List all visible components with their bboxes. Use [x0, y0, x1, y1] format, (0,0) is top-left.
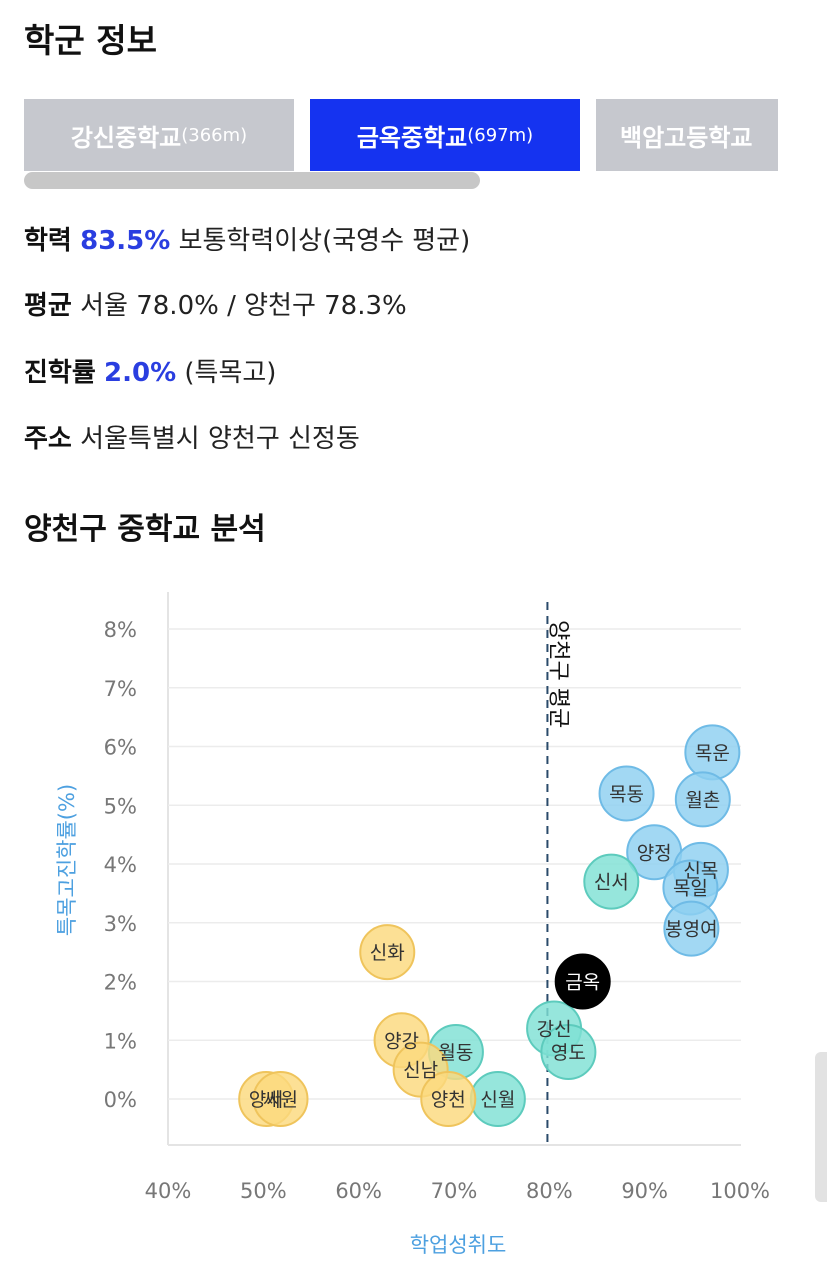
advancement-label: 진학률 — [24, 358, 96, 388]
school-point — [674, 771, 731, 828]
average-label: 평균 — [24, 291, 72, 321]
y-tick-label: 0% — [104, 1088, 137, 1112]
achievement-row: 학력 83.5% 보통학력이상(국영수 평균) — [24, 220, 470, 257]
tab-distance: (366m) — [181, 124, 248, 146]
school-point — [420, 1071, 477, 1127]
tab-distance: (697m) — [467, 124, 534, 146]
tab-school-name: 강신중학교 — [70, 123, 182, 152]
address-text: 서울특별시 양천구 신정동 — [80, 424, 360, 454]
y-tick-label: 2% — [104, 971, 137, 995]
page-scrollbar[interactable] — [815, 1052, 827, 1202]
tab-baegam-high[interactable]: 백암고등학교 — [596, 99, 778, 171]
advancement-value: 2.0% — [104, 358, 177, 388]
analysis-title: 양천구 중학교 분석 — [24, 512, 266, 547]
school-point-label: 신서 — [594, 872, 629, 894]
school-point-label: 양천 — [431, 1089, 466, 1111]
school-point-label: 목운 — [695, 742, 730, 764]
x-tick-label: 40% — [145, 1179, 192, 1203]
school-point — [583, 853, 640, 910]
average-row: 평균 서울 78.0% / 양천구 78.3% — [24, 285, 407, 322]
y-tick-label: 7% — [104, 677, 137, 701]
school-point-label: 양정 — [637, 842, 672, 864]
school-point-label: 월촌 — [685, 789, 720, 811]
school-point — [359, 924, 416, 981]
tab-school-name: 백암고등학교 — [620, 123, 753, 152]
school-point-label: 신목 — [683, 860, 718, 882]
school-point-label: 신남 — [403, 1060, 438, 1082]
x-tick-label: 100% — [710, 1179, 770, 1203]
address-row: 주소 서울특별시 양천구 신정동 — [24, 418, 360, 455]
tab-gangsin-middle[interactable]: 강신중학교 (366m) — [24, 99, 294, 171]
scatter-chart: 0% 1% 2% 3% 4% 5% 6% 7% 8% 40% 50% 60% 70% 80% 90% 100%… — [55, 592, 770, 1257]
advancement-row: 진학률 2.0% (특목고) — [24, 352, 276, 389]
y-tick-label: 4% — [104, 853, 137, 877]
school-point — [540, 1024, 597, 1080]
school-point-label: 금옥 — [565, 972, 600, 994]
achievement-value: 83.5% — [80, 226, 171, 256]
tab-geumok-middle[interactable]: 금옥중학교 (697m) — [310, 99, 580, 171]
y-tick-label: 8% — [104, 618, 137, 642]
school-point-label: 목동 — [609, 784, 644, 806]
x-tick-label: 90% — [621, 1179, 668, 1203]
school-point-label: 신월 — [480, 1089, 515, 1111]
tabs-scrollbar[interactable] — [24, 172, 480, 189]
school-point-label: 양서 — [249, 1089, 284, 1111]
y-tick-label: 3% — [104, 912, 137, 936]
average-text: 서울 78.0% / 양천구 78.3% — [80, 291, 407, 321]
y-tick-label: 5% — [104, 794, 137, 818]
school-tabs: 강신중학교 (366m) 금옥중학교 (697m) 백암고등학교 — [24, 99, 778, 171]
school-point-label: 세원 — [263, 1089, 298, 1111]
district-average-label: 양천구 평균 — [545, 620, 570, 728]
school-point-label: 강신 — [537, 1019, 572, 1041]
school-point-label: 월동 — [438, 1042, 473, 1064]
tab-school-name: 금옥중학교 — [356, 123, 468, 152]
y-tick-label: 6% — [104, 736, 137, 760]
x-tick-label: 50% — [240, 1179, 287, 1203]
advancement-desc: (특목고) — [184, 358, 277, 388]
address-label: 주소 — [24, 424, 72, 454]
school-point-label: 목일 — [673, 878, 708, 900]
school-point — [252, 1071, 309, 1127]
achievement-label: 학력 — [24, 226, 72, 256]
x-tick-label: 70% — [431, 1179, 478, 1203]
y-tick-label: 1% — [104, 1029, 137, 1053]
school-point-label: 봉영여 — [665, 919, 717, 941]
x-tick-label: 80% — [526, 1179, 573, 1203]
school-point — [663, 900, 720, 957]
school-point — [598, 765, 655, 822]
y-axis-title: 특목고진학률(%) — [55, 784, 79, 936]
school-point-label: 신화 — [370, 942, 405, 964]
x-axis-title: 학업성취도 — [410, 1233, 507, 1257]
x-tick-label: 60% — [335, 1179, 382, 1203]
school-point — [554, 953, 611, 1010]
school-point-label: 영도 — [551, 1042, 586, 1064]
achievement-desc: 보통학력이상(국영수 평균) — [178, 226, 471, 256]
school-point-label: 양강 — [384, 1030, 419, 1052]
section-title: 학군 정보 — [24, 21, 157, 60]
